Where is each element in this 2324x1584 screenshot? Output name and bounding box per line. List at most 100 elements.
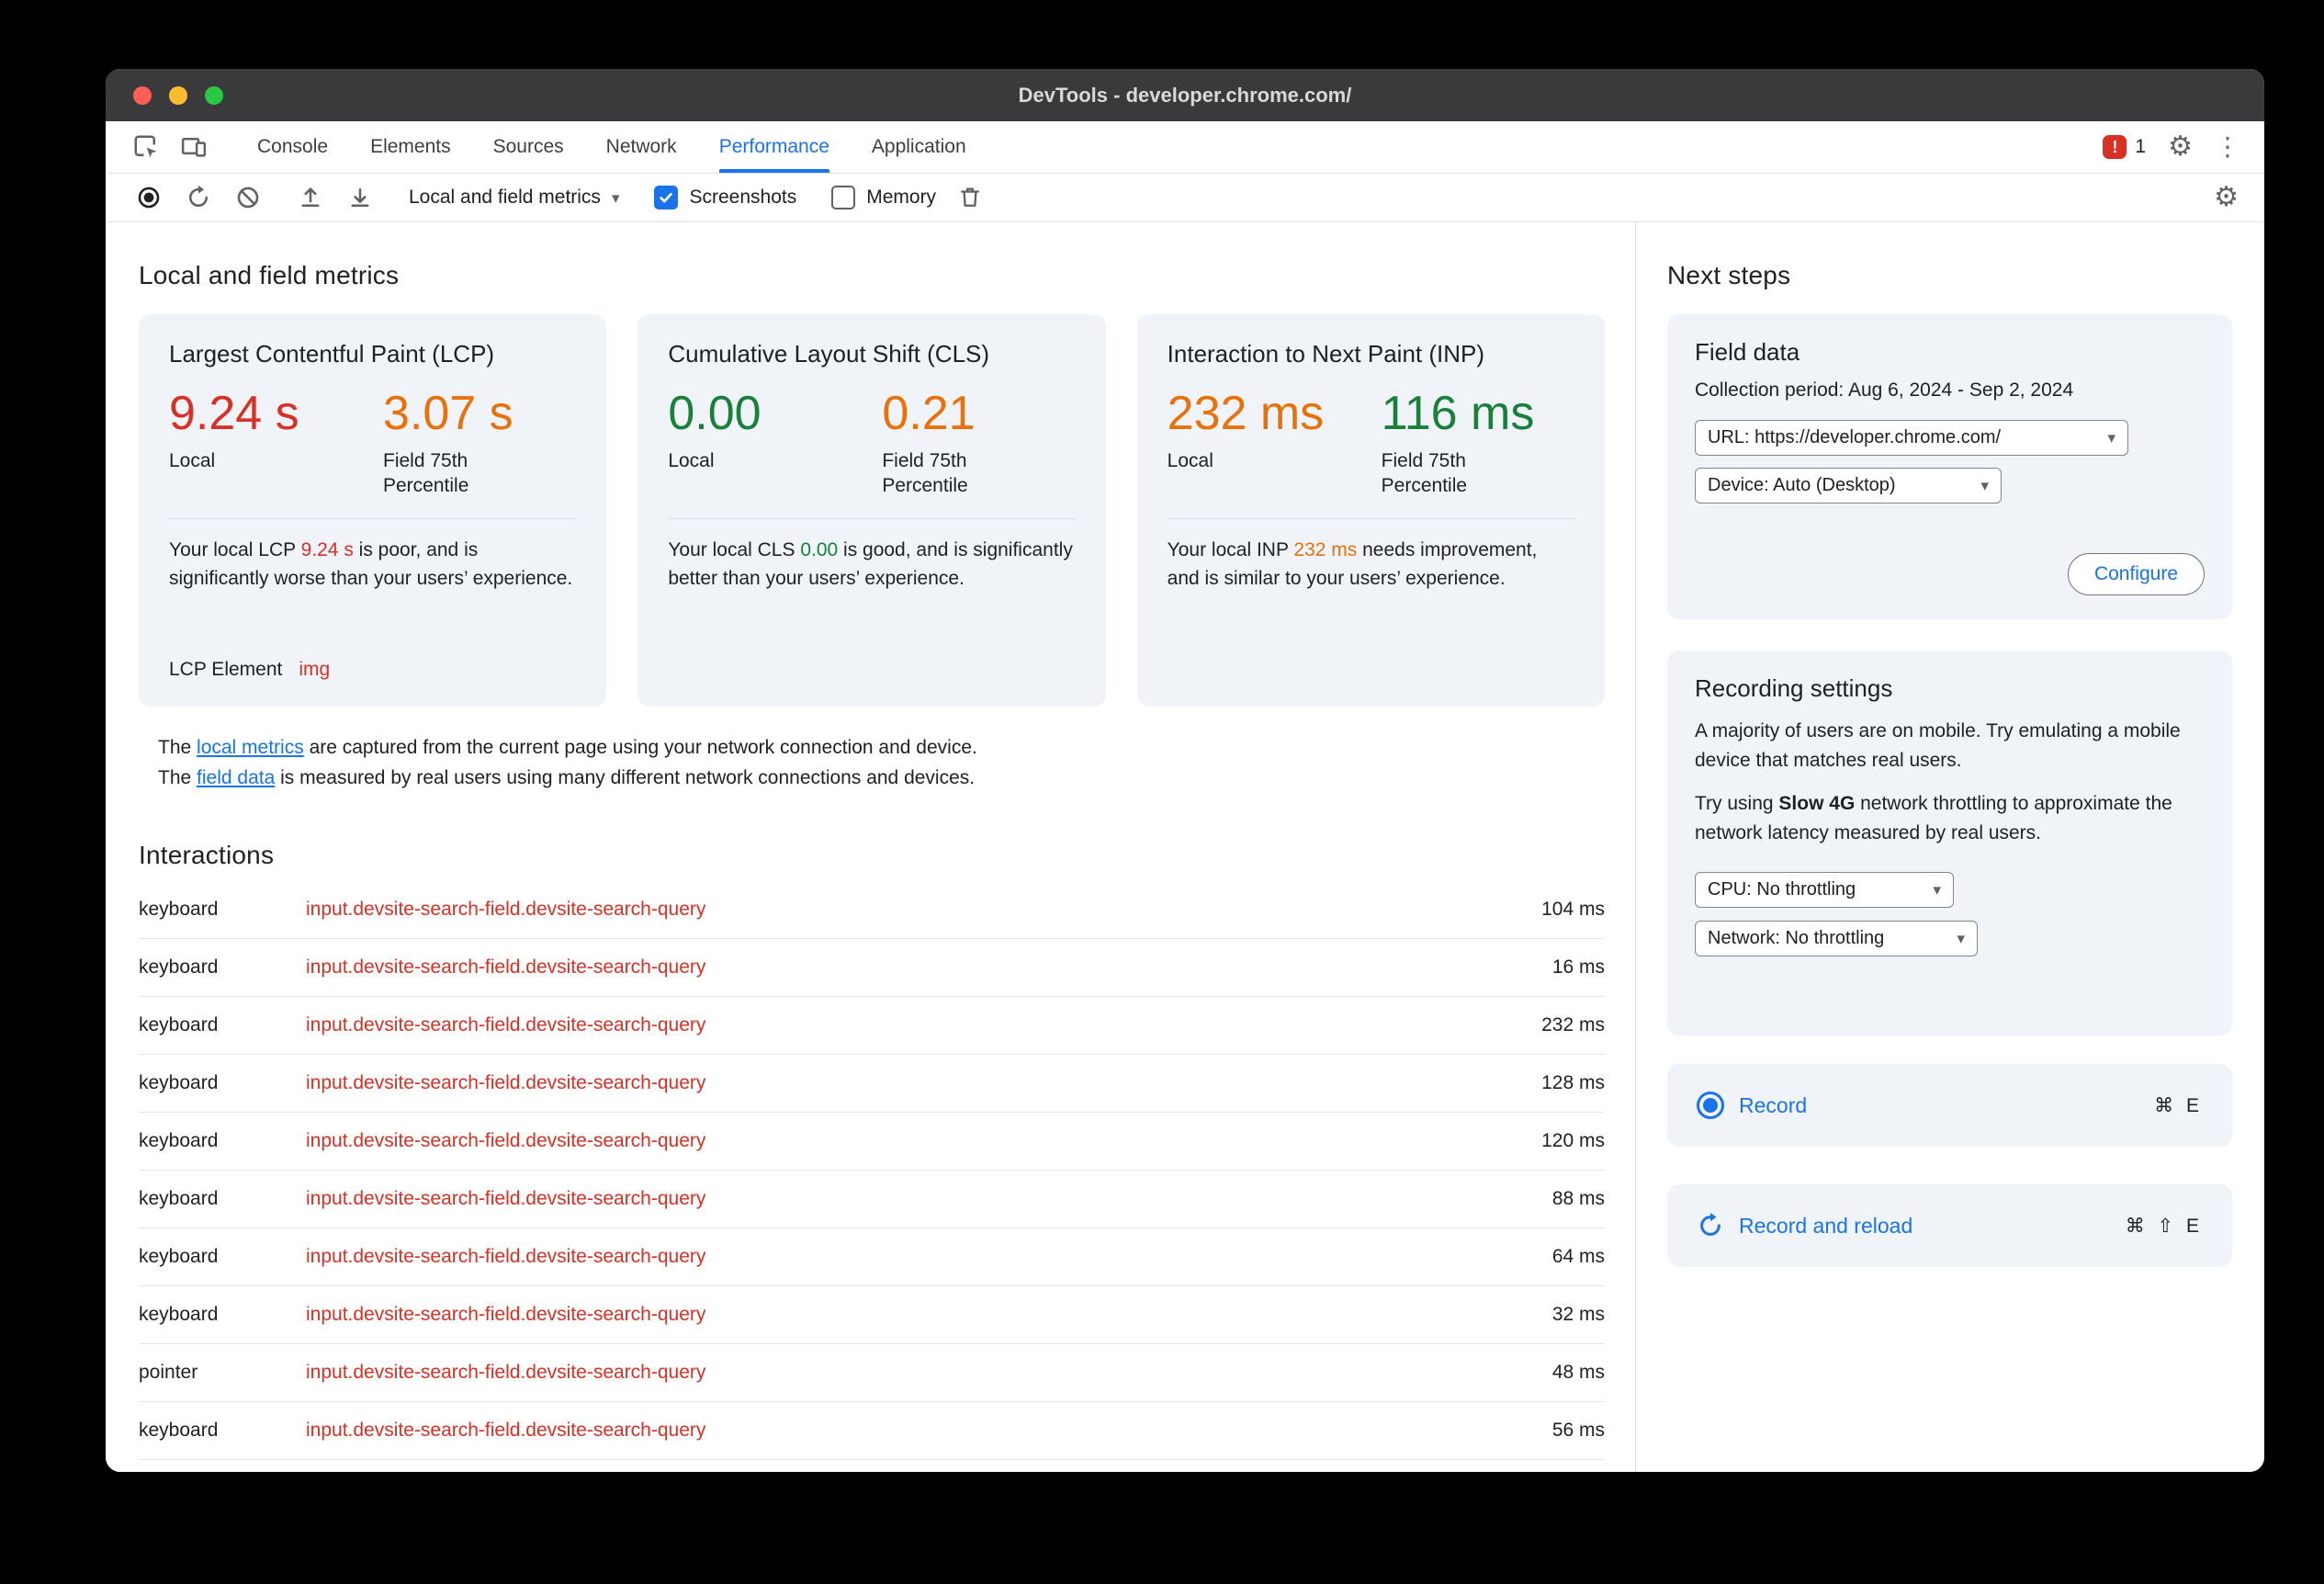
interaction-duration: 64 ms [1551,1246,1605,1267]
url-select-value: URL: https://developer.chrome.com/ [1708,427,2002,447]
interactions-heading: Interactions [139,841,275,869]
inp-field-value: 116 ms [1381,387,1535,440]
screenshots-label: Screenshots [689,187,797,208]
close-button[interactable] [133,85,152,105]
tab-console[interactable]: Console [257,136,329,157]
lcp-element-label: LCP Element [169,659,283,680]
traffic-lights [133,69,223,121]
interaction-row[interactable]: keyboard input.devsite-search-field.devsi… [139,881,1605,939]
network-throttling-value: Network: No throttling [1708,928,1885,948]
interaction-row[interactable]: keyboard input.devsite-search-field.devsi… [139,1402,1605,1460]
device-toolbar-icon[interactable] [177,130,210,164]
reload-icon [1697,1212,1724,1239]
interaction-duration: 32 ms [1551,1304,1605,1325]
metrics-note: The local metrics are captured from the … [139,732,1605,793]
note-line-local: The local metrics are captured from the … [158,737,977,758]
interaction-selector: input.devsite-search-field.devsite-searc… [306,1130,706,1151]
configure-button[interactable]: Configure [2067,553,2205,595]
save-profile-button[interactable] [344,182,376,213]
tab-elements[interactable]: Elements [370,136,451,157]
record-action[interactable]: Record ⌘ E [1667,1064,2232,1147]
record-button[interactable] [133,182,164,213]
chevron-down-icon: ▾ [611,188,620,207]
screenshots-checkbox[interactable] [654,186,679,209]
network-throttling-select[interactable]: Network: No throttling ▾ [1695,921,1978,956]
cls-card: Cumulative Layout Shift (CLS) 0.00 Local… [637,314,1106,707]
interaction-row[interactable]: keyboard input.devsite-search-field.devsi… [139,939,1605,997]
interaction-type: keyboard [139,1420,219,1441]
panel-settings-gear-icon[interactable]: ⚙ [2214,182,2239,212]
record-label: Record [1739,1092,1808,1117]
interaction-row[interactable]: keyboard input.devsite-search-field.devsi… [139,1113,1605,1171]
interaction-duration: 88 ms [1551,1188,1605,1209]
chevron-down-icon: ▾ [1957,930,1965,947]
error-counter[interactable]: ! 1 [2103,135,2146,159]
lcp-field-label: Field 75th Percentile [383,449,469,496]
memory-checkbox[interactable] [831,186,856,209]
collect-garbage-button[interactable] [954,182,986,213]
local-metrics-link[interactable]: local metrics [197,737,304,758]
lcp-description: Your local LCP 9.24 s is poor, and is si… [169,538,573,589]
interaction-selector: input.devsite-search-field.devsite-searc… [306,1188,706,1209]
next-steps-heading: Next steps [1667,261,1791,289]
record-and-reload-button[interactable] [183,182,214,213]
card-divider [1167,517,1574,519]
lcp-element-row: LCP Element img [169,659,576,681]
interaction-type: keyboard [139,899,219,920]
interaction-duration: 56 ms [1551,1420,1605,1441]
load-profile-button[interactable] [295,182,326,213]
cls-field-value: 0.21 [882,387,976,440]
record-icon [1697,1092,1724,1119]
interaction-row[interactable]: pointer input.devsite-search-field.devsit… [139,1344,1605,1402]
inp-description: Your local INP 232 ms needs improvement,… [1167,538,1538,589]
field-data-card: Field data Collection period: Aug 6, 202… [1667,314,2232,619]
cpu-throttling-select[interactable]: CPU: No throttling ▾ [1695,872,1954,908]
view-mode-select[interactable]: Local and field metrics ▾ [409,187,619,209]
titlebar: DevTools - developer.chrome.com/ [106,69,2264,121]
interaction-type: keyboard [139,1246,219,1267]
interaction-row[interactable]: keyboard input.devsite-search-field.devsi… [139,1171,1605,1228]
screenshots-checkbox-group[interactable]: Screenshots [654,186,796,209]
memory-label: Memory [866,187,937,208]
interaction-row[interactable]: keyboard input.devsite-search-field.devsi… [139,1286,1605,1344]
chevron-down-icon: ▾ [2107,429,2115,447]
tab-network[interactable]: Network [605,136,677,157]
minimize-button[interactable] [169,85,187,105]
interaction-type: keyboard [139,1014,219,1035]
cls-field-label: Field 75th Percentile [882,449,968,496]
memory-checkbox-group[interactable]: Memory [831,186,936,209]
interaction-duration: 128 ms [1541,1072,1605,1093]
interaction-type: pointer [139,1362,198,1383]
interaction-row[interactable]: keyboard input.devsite-search-field.devsi… [139,997,1605,1055]
zoom-button[interactable] [205,85,223,105]
recording-settings-title: Recording settings [1695,674,1893,702]
field-data-title: Field data [1695,338,1800,366]
clear-button[interactable] [232,182,264,213]
interaction-duration: 120 ms [1541,1130,1605,1151]
field-data-link[interactable]: field data [197,767,276,788]
inspect-element-icon[interactable] [130,130,163,164]
inp-local-label: Local [1167,449,1213,471]
tab-sources[interactable]: Sources [492,136,564,157]
view-mode-label: Local and field metrics [409,187,601,208]
lcp-element-link[interactable]: img [299,659,331,680]
tab-performance[interactable]: Performance [698,121,851,173]
record-and-reload-action[interactable]: Record and reload ⌘ ⇧ E [1667,1184,2232,1267]
url-select[interactable]: URL: https://developer.chrome.com/ ▾ [1695,420,2128,456]
interactions-table: keyboard input.devsite-search-field.devsi… [139,881,1605,1460]
tab-application[interactable]: Application [871,136,966,157]
interaction-selector: input.devsite-search-field.devsite-searc… [306,1072,706,1093]
interaction-row[interactable]: keyboard input.devsite-search-field.devsi… [139,1055,1605,1113]
more-options-icon[interactable]: ⋮ [2215,132,2240,161]
device-select[interactable]: Device: Auto (Desktop) ▾ [1695,468,2002,503]
interaction-row[interactable]: keyboard input.devsite-search-field.devsi… [139,1228,1605,1286]
inp-card: Interaction to Next Paint (INP) 232 ms L… [1136,314,1605,707]
interaction-selector: input.devsite-search-field.devsite-searc… [306,1362,706,1383]
error-icon: ! [2103,135,2127,159]
lcp-card: Largest Contentful Paint (LCP) 9.24 s Lo… [139,314,607,707]
panel-content: Local and field metrics Largest Contentf… [106,222,2264,1472]
interaction-type: keyboard [139,1304,219,1325]
devtools-tab-bar: Console Elements Sources Network Perform… [106,121,2264,174]
settings-gear-icon[interactable]: ⚙ [2168,131,2193,162]
cls-description: Your local CLS 0.00 is good, and is sign… [668,538,1073,589]
